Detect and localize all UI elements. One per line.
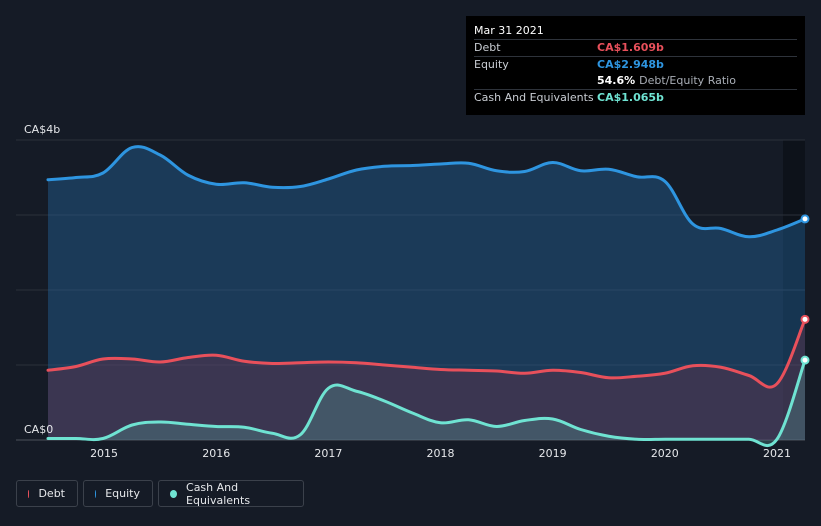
tooltip-cash-label: Cash And Equivalents xyxy=(474,91,594,104)
x-tick-label: 2018 xyxy=(427,447,455,460)
x-tick-label: 2015 xyxy=(90,447,118,460)
x-tick-label: 2021 xyxy=(763,447,791,460)
x-tick-label: 2020 xyxy=(651,447,679,460)
legend-debt[interactable]: Debt xyxy=(16,480,78,507)
equity-area xyxy=(48,146,805,440)
series-areas xyxy=(48,146,805,446)
legend-debt-label: Debt xyxy=(38,487,65,500)
tooltip-ratio-value: 54.6% xyxy=(597,74,636,87)
debt-area xyxy=(48,319,805,440)
tooltip-cash-value: CA$1.065b xyxy=(597,91,664,104)
tooltip-ratio-row: 54.6% Debt/Equity Ratio xyxy=(474,73,797,89)
cash-line xyxy=(46,358,807,448)
y-axis-bottom-label: CA$0 xyxy=(24,423,53,436)
tooltip-cash-row: Cash And Equivalents CA$1.065b xyxy=(474,89,797,106)
legend-equity[interactable]: Equity xyxy=(83,480,153,507)
tooltip-debt-row: Debt CA$1.609b xyxy=(474,39,797,56)
series-lines xyxy=(46,145,807,448)
tooltip-debt-value: CA$1.609b xyxy=(597,41,664,54)
tooltip-equity-value: CA$2.948b xyxy=(597,58,664,71)
tooltip-debt-label: Debt xyxy=(474,41,501,54)
cash-end-marker xyxy=(800,355,810,365)
cash-dot-icon xyxy=(170,489,178,498)
hover-tooltip: Mar 31 2021 Debt CA$1.609b Equity CA$2.9… xyxy=(466,16,805,115)
y-axis-top-label: CA$4b xyxy=(24,123,60,136)
debt-dot-icon xyxy=(28,489,30,498)
equity-dot-icon xyxy=(95,489,97,498)
tooltip-ratio-label: Debt/Equity Ratio xyxy=(639,74,736,87)
end-markers xyxy=(800,214,810,365)
x-tick-label: 2019 xyxy=(539,447,567,460)
tooltip-equity-row: Equity CA$2.948b xyxy=(474,56,797,73)
cash-area xyxy=(48,360,805,446)
legend-equity-label: Equity xyxy=(105,487,140,500)
legend-cash[interactable]: Cash And Equivalents xyxy=(158,480,304,507)
x-tick-label: 2016 xyxy=(202,447,230,460)
debt-line xyxy=(46,317,807,389)
x-axis-ticks: 2015 2016 2017 2018 2019 2020 2021 xyxy=(90,447,791,460)
tooltip-date: Mar 31 2021 xyxy=(474,24,544,37)
legend-cash-label: Cash And Equivalents xyxy=(186,480,251,507)
x-tick-label: 2017 xyxy=(314,447,342,460)
debt-end-marker xyxy=(800,314,810,324)
equity-end-marker xyxy=(800,214,810,224)
equity-line xyxy=(46,145,807,239)
tooltip-equity-label: Equity xyxy=(474,58,509,71)
